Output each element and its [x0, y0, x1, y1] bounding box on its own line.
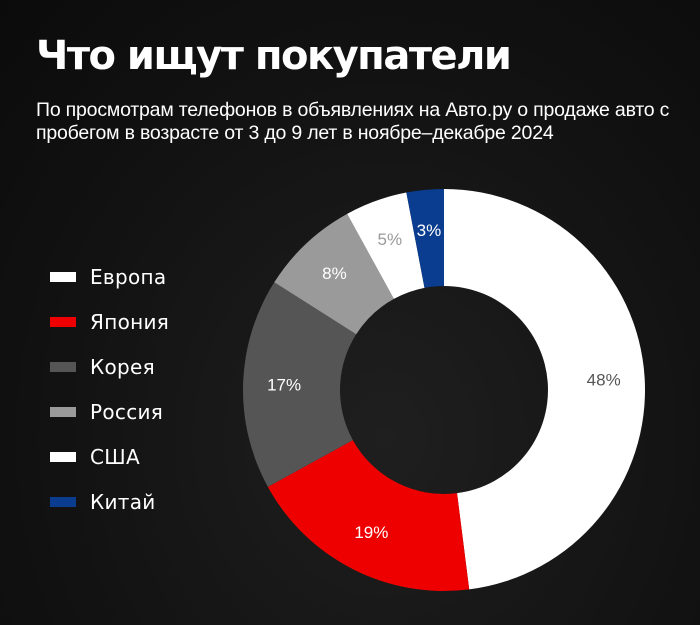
slice-usa — [347, 192, 425, 299]
legend-item-russia: Россия — [50, 389, 169, 434]
legend-swatch — [50, 406, 76, 417]
slice-japan — [267, 440, 470, 591]
legend-label: Япония — [90, 309, 170, 334]
legend-item-japan: Япония — [50, 299, 169, 344]
slice-label-usa: 5% — [378, 230, 403, 249]
slice-europe — [444, 189, 645, 590]
slice-label-europe: 48% — [587, 370, 621, 389]
slice-label-russia: 8% — [322, 264, 347, 283]
legend-swatch — [50, 451, 76, 462]
legend-label: Корея — [90, 354, 155, 379]
slice-label-china: 3% — [417, 221, 442, 240]
slice-korea — [243, 282, 357, 487]
chart-legend: Европа Япония Корея Россия США Китай — [50, 254, 169, 524]
legend-swatch — [50, 316, 76, 327]
legend-label: Китай — [90, 489, 156, 514]
legend-item-usa: США — [50, 434, 169, 479]
slice-label-japan: 19% — [354, 523, 388, 542]
legend-item-korea: Корея — [50, 344, 169, 389]
slice-china — [406, 189, 444, 288]
chart-subtitle: По просмотрам телефонов в объявлениях на… — [36, 99, 670, 144]
legend-swatch — [50, 271, 76, 282]
legend-label: Россия — [90, 399, 164, 424]
legend-label: Европа — [90, 264, 167, 289]
legend-swatch — [50, 496, 76, 507]
legend-item-europe: Европа — [50, 254, 169, 299]
slice-russia — [274, 213, 394, 335]
slice-label-korea: 17% — [267, 375, 301, 394]
chart-title: Что ищут покупатели — [36, 33, 512, 79]
legend-swatch — [50, 361, 76, 372]
legend-label: США — [90, 444, 140, 469]
legend-item-china: Китай — [50, 479, 169, 524]
